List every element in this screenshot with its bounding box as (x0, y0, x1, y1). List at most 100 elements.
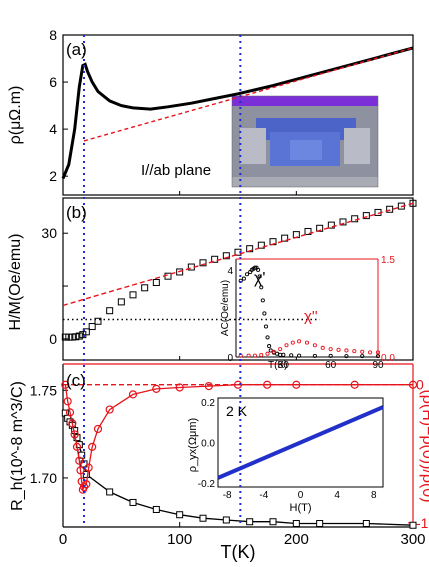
panel-b-ylabel: H/M(Oe/emu) (7, 234, 24, 331)
panel-b-data-point (327, 221, 335, 229)
panel-c-hall-point (316, 519, 324, 527)
panel-b-data-point (106, 307, 114, 315)
panel-b-inset-xtick-label: 60 (325, 360, 337, 371)
panel-c-magnetoresistance-point (93, 424, 103, 434)
panel-b-inset-xtick-label: 90 (372, 360, 384, 371)
panel-a-ytick-label: 2 (49, 168, 57, 184)
panel-c-ytick-label: 1.75 (30, 382, 57, 398)
panel-b-data-point (246, 245, 254, 253)
panel-c-inset-xtick-label: 8 (371, 490, 377, 501)
panel-c-ytick-right-label: -1 (416, 515, 429, 531)
panel-b-inset-chi-double-prime-point (304, 340, 310, 345)
panel-b-inset-chi-prime-point (244, 272, 250, 277)
panel-b-data-point (94, 317, 102, 325)
panel-c-ylabel: R_h(10^-8 m^3/C) (9, 381, 26, 511)
panel-c-xtick-label: 200 (284, 531, 309, 548)
panel-b-linear-fit-line (62, 202, 414, 307)
panel-c-magnetoresistance-point (204, 382, 213, 391)
panel-c-xtick-label: 300 (400, 531, 425, 548)
panel-b-inset-xtick-label: 30 (278, 360, 290, 371)
panel-b-data-point (339, 218, 347, 226)
panel-c-hall-point (409, 521, 417, 529)
panel-b-inset-chi-prime-point (267, 344, 272, 349)
panel-b-inset-chi-prime-point (328, 353, 333, 358)
panel-c-hall-point (152, 505, 160, 513)
panel-c-magnetoresistance-point (76, 466, 85, 475)
panel-a-ytick-label: 8 (49, 27, 57, 43)
panel-b-inset-chi-double-prime-point (246, 353, 251, 358)
panel-a-ylabel: ρ(μΩ.m) (7, 86, 24, 145)
panel-c-hall-point (269, 518, 277, 526)
panel-b-inset-chi-double-prime-point (320, 345, 325, 350)
panel-b-inset-chi-prime-point (289, 353, 294, 358)
panel-c-magnetoresistance-point (65, 408, 75, 417)
panel-c-magnetoresistance-point (72, 442, 82, 451)
panel-c-magnetoresistance-point (82, 480, 91, 489)
panel-c-magnetoresistance-point (88, 442, 97, 451)
panel-b-data-point (129, 291, 137, 299)
panel-b-inset-ylabel: AC(Oe/emu) (220, 280, 231, 336)
panel-b-inset-chi-double-prime-point (328, 347, 333, 352)
panel-b-inset-chi-prime-point (256, 267, 261, 272)
panel-frames (62, 34, 414, 528)
panel-b-data-point (316, 224, 324, 232)
panel-b-inset-chi-prime-point (252, 265, 257, 270)
panel-b-data-point (386, 205, 394, 213)
panel-a-linear-fit-line (83, 47, 414, 142)
panel-b-data-point (61, 333, 69, 341)
panel-c-inset-ytick-label: -0.2 (198, 479, 216, 490)
panel-b-data-point (141, 284, 149, 292)
panel-c-inset-xtick-label: -4 (259, 490, 268, 501)
panel-b-ytick-label: 30 (41, 225, 57, 241)
panel-b-inset-chi-double-prime-point (368, 350, 373, 355)
device-micrograph (231, 95, 379, 188)
panel-c-magnetoresistance-point (68, 419, 77, 428)
panel-c-inset-ylabel: ρ_yx(Ωμm) (187, 418, 199, 472)
panel-b-label: (b) (66, 203, 87, 222)
panel-a-ytick-label: 6 (49, 74, 57, 90)
panel-b-inset-chi-double-prime-point (360, 349, 365, 354)
panel-c-magnetoresistance-point (63, 397, 72, 406)
panel-c-label: (c) (66, 371, 86, 390)
panel-b-inset-chi-double-prime-point (344, 348, 349, 353)
panel-b-frame (62, 197, 414, 361)
panel-b-data-point (152, 279, 160, 287)
panel-b-inset-chi-prime-point (241, 276, 246, 281)
panel-a-frame (62, 34, 414, 196)
panel-b-inset-chi-double-prime-point (336, 347, 341, 352)
panel-c-magnetoresistance-point (84, 463, 93, 472)
panel-c-ytick-right-label: 0 (416, 377, 424, 393)
panel-b-data-point (409, 199, 417, 207)
panel-b-data-point (304, 227, 312, 235)
panel-c-magnetoresistance-point (152, 384, 161, 393)
panel-b-data-point (222, 252, 230, 260)
panel-c-magnetoresistance-point (70, 430, 79, 439)
panel-a-annotation: I//ab plane (141, 162, 211, 179)
panel-b-inset-chi-prime-point (281, 352, 286, 357)
panel-b-data-point (82, 328, 90, 336)
panel-c-hall-point (199, 514, 207, 522)
panel-b-inset-chi-double-prime-point (284, 343, 289, 348)
panel-b-inset-chi-prime-point (257, 274, 262, 279)
panel-b-inset-ytick-label: 0 (227, 353, 233, 364)
panel-c-inset-ytick-label: 0.0 (201, 439, 215, 450)
panel-c-inset-xlabel: H(T) (290, 502, 312, 514)
panel-c-hall-point (176, 511, 184, 519)
panel-b-inset-ytick-right-label: 0.0 (381, 353, 395, 364)
panel-b-data-point (117, 298, 125, 306)
panel-c-ytick-label: 1.70 (30, 470, 57, 486)
panel-c-magnetoresistance-point (175, 383, 184, 392)
chart-marks (61, 35, 418, 529)
panel-b-inset-chi-double-prime-point (297, 339, 302, 344)
panel-b-data-point (281, 234, 289, 242)
panel-b-inset-chi-prime-point (263, 324, 269, 329)
panel-b-inset-chi-double-prime-point (259, 352, 264, 358)
panel-c-magnetoresistance-point (128, 390, 138, 399)
panel-b-inset-chi-double-prime-point (252, 353, 257, 358)
panel-c-inset-xtick-label: -8 (223, 490, 232, 501)
panel-c-magnetoresistance-point (61, 380, 70, 389)
panel-c-xlabel: T(K) (221, 542, 256, 562)
panel-c-inset-ytick-label: 0.2 (201, 398, 215, 409)
panel-b-inset-chi-prime-point (360, 354, 365, 359)
